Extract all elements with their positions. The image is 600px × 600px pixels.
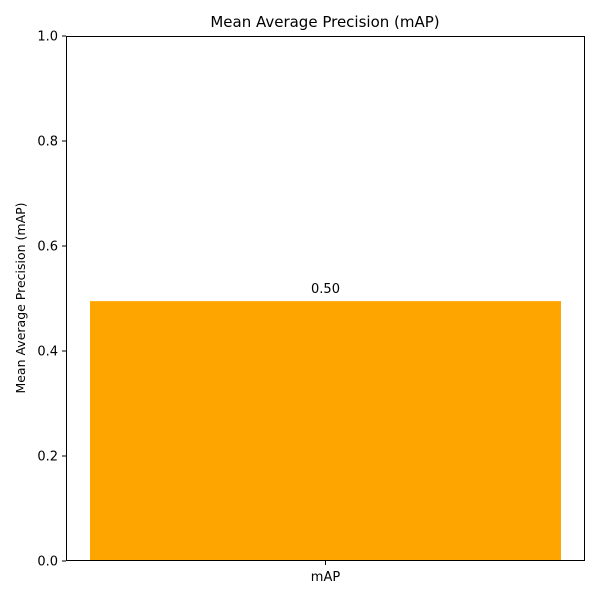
chart-title: Mean Average Precision (mAP) — [210, 13, 439, 31]
plot-area: 0.50 mAP 0.0 0.2 0.4 0.6 0.8 1.0 — [37, 30, 585, 585]
bar-value-label: 0.50 — [311, 282, 340, 297]
y-axis-label: Mean Average Precision (mAP) — [13, 202, 28, 393]
x-tick-label: mAP — [311, 570, 341, 585]
y-tick-label: 1.0 — [37, 30, 58, 45]
y-tick-label: 0.6 — [37, 240, 58, 255]
y-tick-label: 0.2 — [37, 450, 58, 465]
bar-map — [90, 301, 561, 561]
plot-frame — [66, 36, 585, 561]
y-tick-label: 0.4 — [37, 345, 58, 360]
y-tick-label: 0.8 — [37, 135, 58, 150]
y-tick-label: 0.0 — [37, 555, 58, 570]
